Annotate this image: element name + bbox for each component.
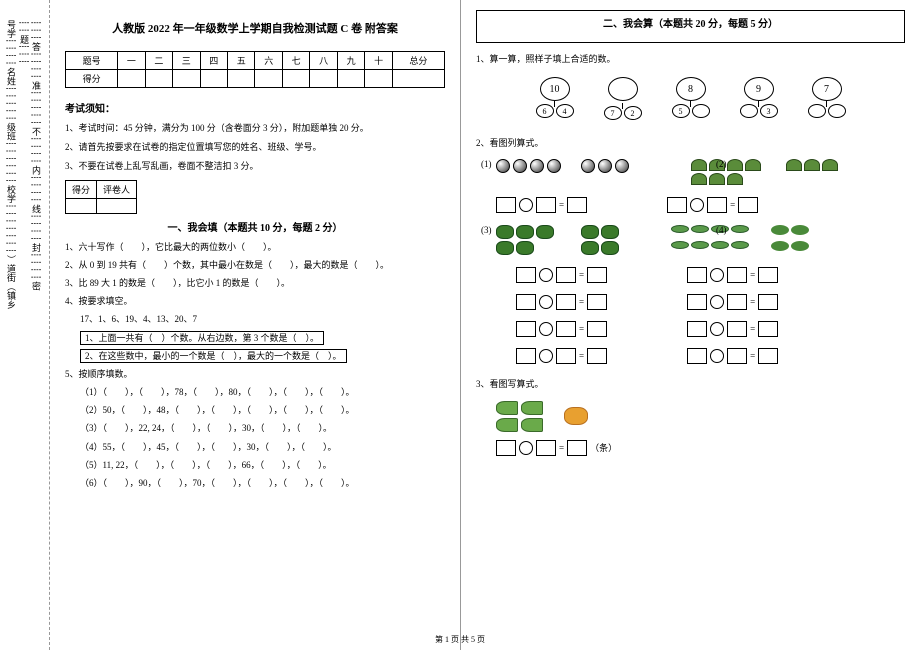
frogs-icon: [581, 225, 631, 255]
page-footer: 第 1 页 共 5 页: [0, 634, 920, 645]
notice-item: 2、请首先按要求在试卷的指定位置填写您的姓名、班级、学号。: [65, 139, 445, 155]
soccer-balls-icon: [581, 159, 651, 185]
clouds-icon: [771, 225, 821, 255]
equation-blanks: =: [647, 197, 758, 213]
table-row: 得分: [66, 70, 445, 88]
left-page: 人教版 2022 年一年级数学上学期自我检测试题 C 卷 附答案 题号 一 二 …: [50, 0, 460, 650]
equation-blanks: =: [667, 294, 778, 310]
binding-margin: ┊┊题┊┊┊号学┊┊┊┊名姓┊┊┊┊┊级班┊┊┊┊┊┊校学┊┊┊┊┊┊┊）道街（…: [0, 0, 50, 650]
notice-item: 3、不要在试卷上乱写乱画，卷面不整洁扣 3 分。: [65, 158, 445, 174]
notice-head: 考试须知：: [65, 100, 445, 115]
margin-labels-1: ┊┊题┊┊┊号学┊┊┊┊名姓┊┊┊┊┊级班┊┊┊┊┊┊校学┊┊┊┊┊┊┊）道街（…: [5, 20, 31, 309]
number-bond: 9 3: [740, 77, 778, 120]
question: 2、看图列算式。: [476, 135, 905, 151]
hats-icon: [786, 159, 846, 185]
right-page: 二、我会算（本题共 20 分，每题 5 分） 1、算一算，照样子填上合适的数。 …: [460, 0, 920, 650]
equation-blanks: =: [667, 267, 778, 283]
section2-title: 二、我会算（本题共 20 分，每题 5 分）: [481, 15, 900, 30]
frogs-icon: [496, 225, 566, 255]
equation-blanks: =: [476, 197, 587, 213]
sequence-row: （6）（ ），90，（ ），70，（ ），（ ），（ ），（ ）。: [65, 475, 445, 491]
number-bond: 7: [808, 77, 846, 120]
fish-icons: [496, 401, 905, 432]
picture-row-2: [476, 225, 905, 255]
number-bond-row: 10 64 72 8 5 9 3 7: [476, 77, 905, 120]
hats-icon: [691, 159, 771, 185]
soccer-balls-icon: [496, 159, 566, 185]
sequence-row: （1）（ ），（ ），78，（ ），80，（ ），（ ），（ ）。: [65, 384, 445, 400]
sequence-row: （5）11, 22，（ ），（ ），（ ），66，（ ），（ ）。: [65, 457, 445, 473]
question: 1、六十写作（ ），它比最大的两位数小（ ）。: [65, 239, 445, 255]
question: 1、算一算，照样子填上合适的数。: [476, 51, 905, 67]
question: 5、按顺序填数。: [65, 366, 445, 382]
unit-label: （条）: [590, 441, 617, 454]
sub-question: 1、上面一共有（ ）个数。从右边数，第 3 个数是（ ）。: [65, 330, 445, 346]
sub-question: 2、在这些数中，最小的一个数是（ ），最大的一个数是（ ）。: [65, 348, 445, 364]
sequence-row: （4）55，（ ），45，（ ），（ ），30，（ ），（ ）。: [65, 439, 445, 455]
margin-labels-2: ┊┊┊答┊┊┊┊准┊┊┊┊┊不┊┊┊┊内┊┊┊┊线┊┊┊┊封┊┊┊┊密: [30, 20, 43, 291]
question: 3、比 89 大 1 的数是（ ），比它小 1 的数是（ ）。: [65, 275, 445, 291]
equation-columns: = = = = = = = =: [476, 263, 905, 368]
question-data: 17、1、6、19、4、13、20、7: [65, 311, 445, 327]
section2-title-box: 二、我会算（本题共 20 分，每题 5 分）: [476, 10, 905, 43]
equation-blanks: =（条）: [476, 440, 905, 456]
equation-blanks: =: [667, 348, 778, 364]
equation-blanks: =: [496, 348, 607, 364]
exam-title: 人教版 2022 年一年级数学上学期自我检测试题 C 卷 附答案: [65, 20, 445, 36]
equation-blanks: =: [496, 267, 607, 283]
equation-blanks: =: [496, 294, 607, 310]
sequence-row: （3）（ ），22, 24，（ ），（ ），30，（ ），（ ）。: [65, 420, 445, 436]
grader-table: 得分评卷人: [65, 180, 137, 214]
score-table: 题号 一 二 三 四 五 六 七 八 九 十 总分 得分: [65, 51, 445, 88]
table-row: 题号 一 二 三 四 五 六 七 八 九 十 总分: [66, 52, 445, 70]
section1-title: 一、我会填（本题共 10 分，每题 2 分）: [65, 219, 445, 234]
question: 3、看图写算式。: [476, 376, 905, 392]
number-bond: 10 64: [536, 77, 574, 120]
notice-item: 1、考试时间：45 分钟，满分为 100 分（含卷面分 3 分），附加题单独 2…: [65, 120, 445, 136]
picture-row-1: [476, 159, 905, 185]
sequence-row: （2）50，（ ），48，（ ），（ ），（ ），（ ），（ ）。: [65, 402, 445, 418]
question: 4、按要求填空。: [65, 293, 445, 309]
equation-blanks: =: [496, 321, 607, 337]
equation-blanks: =: [667, 321, 778, 337]
number-bond: 8 5: [672, 77, 710, 120]
leaves-icon: [671, 225, 756, 255]
question: 2、从 0 到 19 共有（ ）个数，其中最小在数是（ ），最大的数是（ ）。: [65, 257, 445, 273]
number-bond: 72: [604, 77, 642, 120]
